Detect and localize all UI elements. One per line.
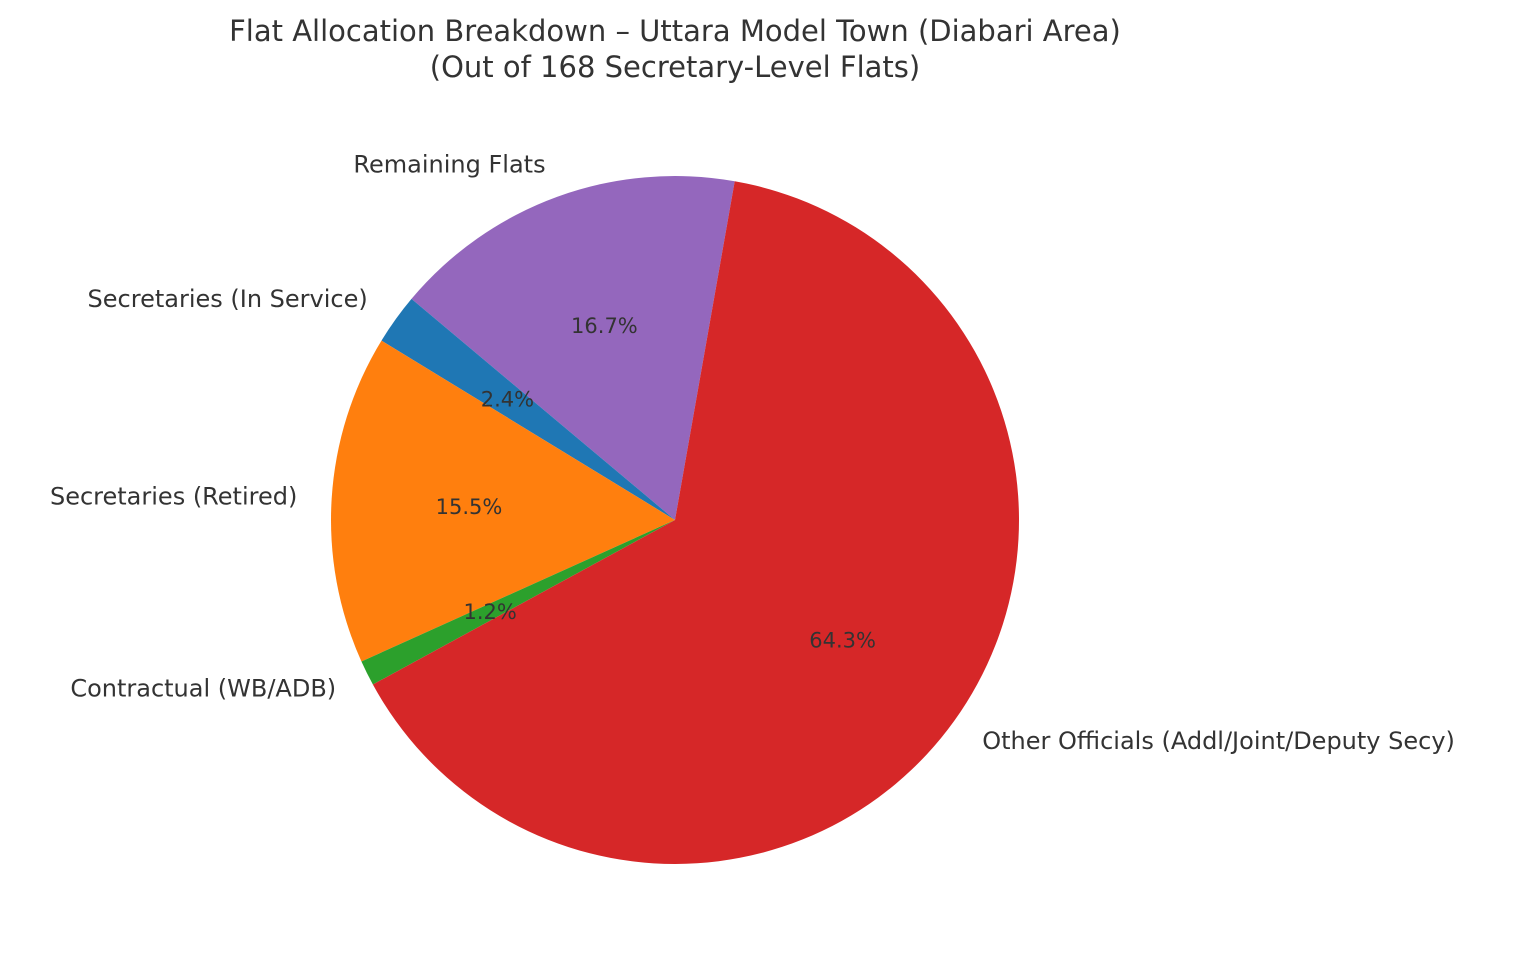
pie-slices [331,176,1020,865]
slice-label-other-officials-addl-joint-deputy-secy: Other Officials (Addl/Joint/Deputy Secy) [982,727,1455,755]
slice-percent-secretaries-retired: 15.5% [436,495,503,519]
pie-slice-secretaries-retired [331,340,675,662]
pie-slice-remaining-flats [411,176,735,520]
chart-title-line2: (Out of 168 Secretary-Level Flats) [430,50,920,84]
slice-percent-contractual-wb-adb: 1.2% [463,600,516,624]
slice-label-contractual-wb-adb: Contractual (WB/ADB) [70,674,336,702]
slice-percent-secretaries-in-service: 2.4% [481,388,534,412]
pie-slice-other-officials-addl-joint-deputy-secy [372,181,1020,865]
chart-title-line1: Flat Allocation Breakdown – Uttara Model… [229,14,1121,48]
slice-label-secretaries-retired: Secretaries (Retired) [50,482,297,510]
slice-label-remaining-flats: Remaining Flats [353,150,545,178]
slice-label-secretaries-in-service: Secretaries (In Service) [88,285,368,313]
slice-percent-remaining-flats: 16.7% [571,314,638,338]
pie-labels: Remaining Flats 16.7% Secretaries (In Serv… [50,150,1455,754]
pie-slice-contractual-wb-adb [361,520,675,685]
pie-slice-secretaries-in-service [381,298,675,520]
slice-percent-other-officials-addl-joint-deputy-secy: 64.3% [809,628,876,652]
